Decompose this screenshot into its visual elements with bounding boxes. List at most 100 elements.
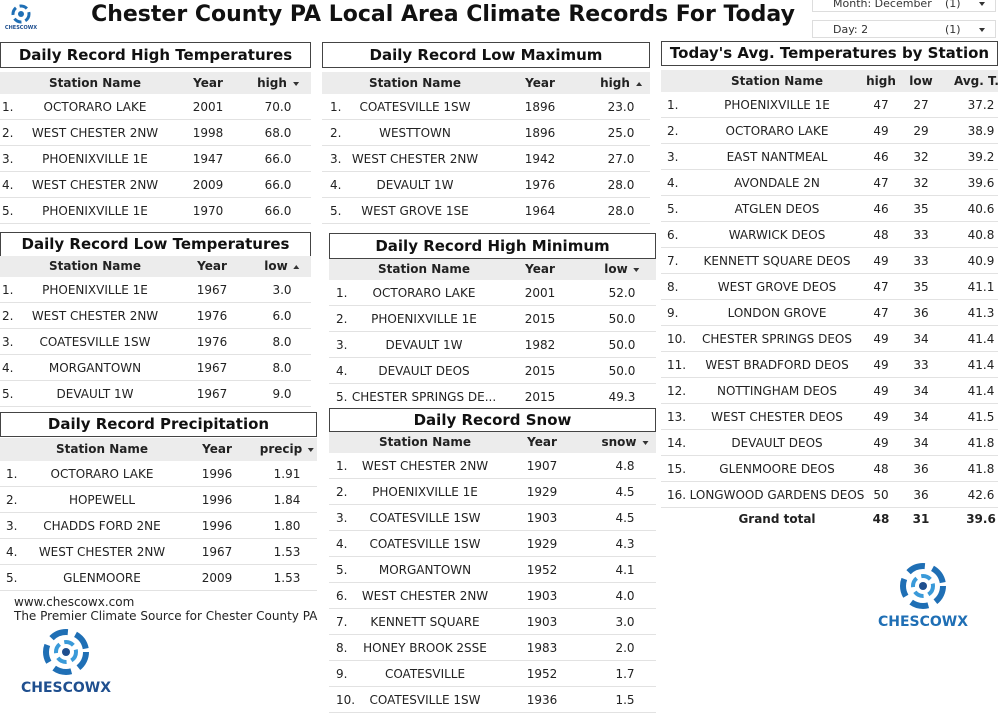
table-cell: 6. — [667, 228, 679, 242]
table-cell: OCTORARO LAKE — [372, 286, 476, 300]
column-header: Station Name — [369, 72, 461, 94]
table-cell: 1982 — [524, 338, 556, 352]
column-header: Station Name — [378, 259, 470, 280]
table-cell: MORGANTOWN — [48, 361, 142, 375]
table-cell: 38.9 — [967, 124, 995, 138]
row-separator — [329, 608, 656, 609]
table-cell: 1967 — [201, 545, 233, 559]
table-cell: 15. — [667, 462, 687, 476]
row-separator — [661, 195, 998, 196]
table-cell: OCTORARO LAKE — [43, 100, 147, 114]
grand-total-cell: 48 — [872, 512, 890, 526]
row-separator — [0, 328, 311, 329]
row-separator — [661, 377, 998, 378]
table-cell: WEST CHESTER 2NW — [361, 459, 489, 473]
table-cell: 49 — [873, 124, 889, 138]
table-cell: 7. — [667, 254, 679, 268]
column-header: precip — [260, 438, 315, 461]
table-cell: 2.0 — [615, 641, 635, 655]
table-cell: COATESVILLE — [384, 667, 466, 681]
row-separator — [661, 117, 998, 118]
table-cell: 4. — [2, 361, 14, 375]
table-cell: 1896 — [524, 100, 556, 114]
table-cell: 11. — [667, 358, 687, 372]
row-separator — [661, 143, 998, 144]
column-header: Station Name — [49, 256, 141, 277]
table-cell: COATESVILLE 1SW — [369, 693, 481, 707]
column-header-text: low — [909, 74, 933, 88]
sort-arrow — [633, 267, 640, 272]
table-cell: 4.5 — [615, 511, 635, 525]
table-cell: 66.0 — [264, 204, 292, 218]
logo-text: CHESCOWX — [5, 25, 37, 31]
column-header: Year — [525, 259, 555, 280]
column-header-text: Station Name — [730, 74, 824, 88]
table-cell: 4. — [330, 178, 342, 192]
table-cell: 1.84 — [273, 493, 301, 507]
table-cell: 36 — [913, 306, 929, 320]
table-cell: 42.6 — [967, 488, 995, 502]
month-filter[interactable]: Month: December (1) — [812, 0, 996, 12]
table-cell: HOPEWELL — [68, 493, 136, 507]
table-cell: WEST CHESTER 2NW — [361, 589, 489, 603]
table-cell: 41.4 — [967, 332, 995, 346]
row-separator — [661, 455, 998, 456]
column-header-text: low — [264, 259, 288, 273]
table-cell: 9. — [667, 306, 679, 320]
table-cell: 1998 — [192, 126, 224, 140]
table-cell: 7. — [336, 615, 348, 629]
table-cell: 49 — [873, 384, 889, 398]
table-cell: DEVAULT 1W — [56, 387, 134, 401]
table-cell: 9. — [336, 667, 348, 681]
table-cell: 1.7 — [615, 667, 635, 681]
table-cell: DEVAULT DEOS — [378, 364, 470, 378]
table-cell: 1947 — [192, 152, 224, 166]
small-logo: CHESCOWX — [5, 4, 37, 31]
table-cell: WEST BRADFORD DEOS — [705, 358, 849, 372]
row-separator — [322, 171, 650, 172]
row-separator — [0, 512, 317, 513]
sort-arrow — [635, 81, 642, 86]
table-cell: 3.0 — [272, 283, 292, 297]
logo-text: CHESCOWX — [878, 614, 968, 630]
table-cell: 13. — [667, 410, 687, 424]
table-cell: 3. — [330, 152, 342, 166]
table-cell: 34 — [913, 384, 929, 398]
row-separator — [322, 197, 650, 198]
row-separator — [329, 582, 656, 583]
row-separator — [329, 478, 656, 479]
table-cell: WEST CHESTER 2NW — [38, 545, 166, 559]
day-filter[interactable]: Day: 2 (1) — [812, 20, 996, 38]
table-cell: 1976 — [524, 178, 556, 192]
table-cell: COATESVILLE 1SW — [369, 511, 481, 525]
table-cell: 47 — [873, 98, 889, 112]
table-cell: 2015 — [524, 312, 556, 326]
column-header: low — [909, 70, 932, 92]
table-cell: 39.2 — [967, 150, 995, 164]
table-cell: 23.0 — [607, 100, 635, 114]
table-cell: EAST NANTMEAL — [726, 150, 828, 164]
table-cell: 41.1 — [967, 280, 995, 294]
table-cell: 3. — [2, 335, 14, 349]
row-separator — [0, 590, 317, 591]
column-header: low — [604, 259, 640, 280]
table-cell: 50.0 — [608, 364, 636, 378]
table-header — [329, 432, 656, 453]
table-cell: PHOENIXVILLE 1E — [372, 485, 478, 499]
row-separator — [0, 302, 311, 303]
table-cell: COATESVILLE 1SW — [369, 537, 481, 551]
table-cell: 1. — [2, 100, 14, 114]
table-cell: GLENMOORE DEOS — [719, 462, 835, 476]
table-cell: 48 — [873, 228, 889, 242]
table-cell: WEST GROVE DEOS — [717, 280, 837, 294]
table-cell: 28.0 — [607, 204, 635, 218]
table-cell: 1983 — [526, 641, 558, 655]
table-cell: 36 — [913, 462, 929, 476]
table-cell: CHADDS FORD 2NE — [43, 519, 161, 533]
row-separator — [329, 504, 656, 505]
table-cell: 16. — [667, 488, 687, 502]
table-cell: 5. — [336, 563, 348, 577]
table-cell: CHESTER SPRINGS DE... — [351, 390, 497, 404]
table-cell: 3. — [6, 519, 18, 533]
table-cell: 50.0 — [608, 338, 636, 352]
